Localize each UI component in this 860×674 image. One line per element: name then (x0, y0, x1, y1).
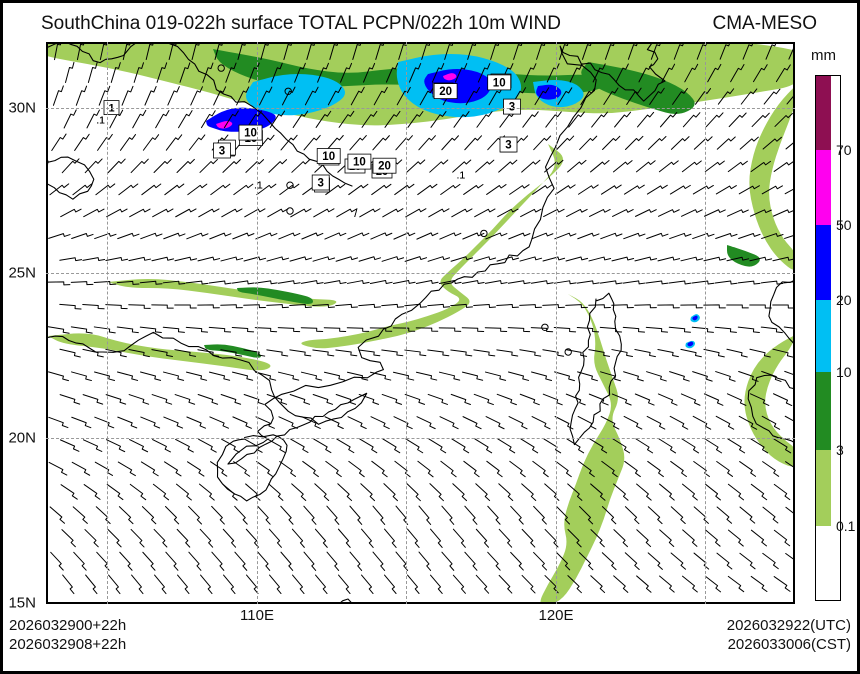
svg-text:10: 10 (493, 77, 506, 89)
svg-text:3: 3 (505, 140, 511, 152)
svg-text:20: 20 (439, 86, 452, 98)
svg-text:.1: .1 (96, 114, 105, 126)
svg-text:3: 3 (219, 146, 225, 158)
svg-text:10: 10 (353, 157, 366, 169)
svg-text:10: 10 (322, 151, 335, 163)
svg-text:/: / (354, 208, 357, 220)
svg-text:20: 20 (378, 161, 391, 173)
svg-text:.1: .1 (254, 179, 263, 191)
svg-text:3: 3 (317, 178, 323, 190)
svg-text:.1: .1 (457, 170, 466, 182)
svg-text:10: 10 (244, 128, 257, 140)
